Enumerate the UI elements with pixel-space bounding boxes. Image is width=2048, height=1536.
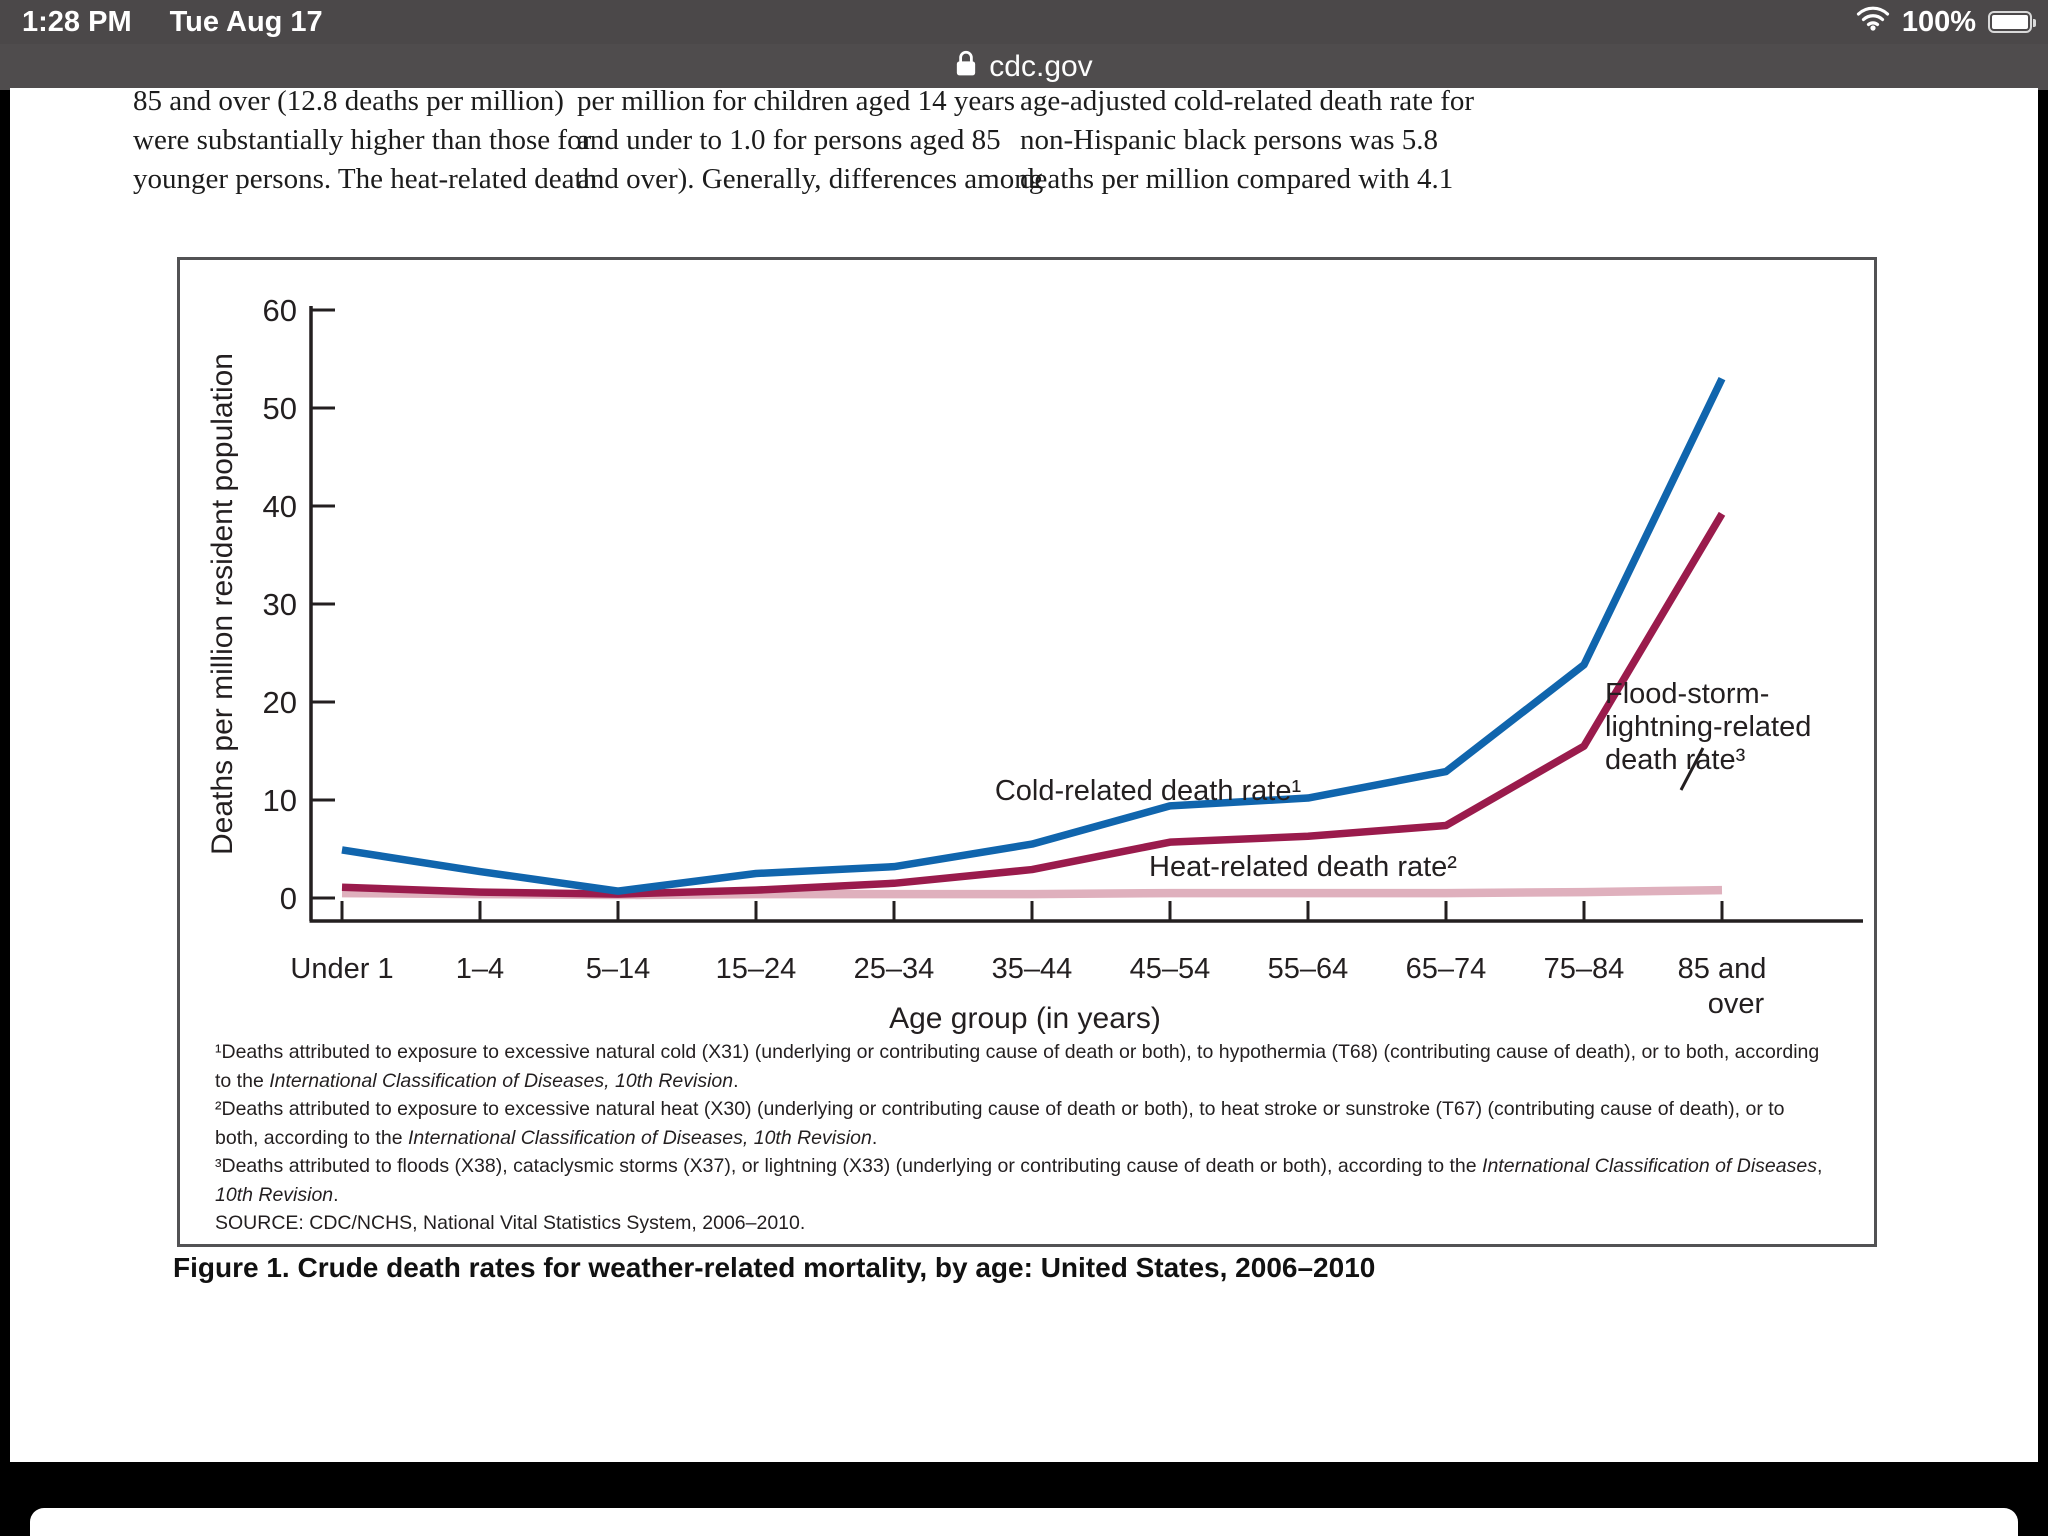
footnote-line: ¹Deaths attributed to exposure to excess… <box>215 1038 1845 1067</box>
x-tick-label: Under 1 <box>290 953 393 985</box>
footnote-italic-segment: International Classification of Diseases… <box>269 1069 734 1092</box>
wifi-icon <box>1856 5 1890 39</box>
x-tick-label: over <box>1708 988 1765 1020</box>
article-line: age-adjusted cold-related death rate for <box>1020 85 1475 117</box>
article-column-1: 85 and over (12.8 deaths per million) wer… <box>133 82 598 199</box>
footnote-italic-segment: International Classification of Diseases <box>1482 1155 1817 1177</box>
y-tick-label: 30 <box>263 587 297 622</box>
flood-series-label: death rate³ <box>1605 744 1746 776</box>
footnote-segment: ³Deaths attributed to floods (X38), cata… <box>215 1155 1483 1177</box>
x-tick-label: 85 and <box>1678 953 1767 985</box>
article-column-2: per million for children aged 14 years an… <box>577 82 1044 199</box>
next-page-edge <box>30 1508 2018 1536</box>
footnote-segment: SOURCE: CDC/NCHS, National Vital Statist… <box>215 1212 806 1234</box>
status-left: 1:28 PM Tue Aug 17 <box>0 6 323 39</box>
x-tick-label: 65–74 <box>1406 953 1487 985</box>
article-column-3: age-adjusted cold-related death rate for… <box>1020 82 1475 199</box>
article-line: and over). Generally, differences among <box>577 163 1044 195</box>
footnote-line: to the International Classification of D… <box>215 1067 1845 1096</box>
status-right: 100% <box>1856 5 2048 39</box>
footnote-segment: ¹Deaths attributed to exposure to excess… <box>215 1041 1820 1063</box>
article-line: per million for children aged 14 years <box>577 85 1016 117</box>
footnote-segment: . <box>333 1183 339 1206</box>
flood-series-label: Flood-storm- <box>1605 678 1769 710</box>
battery-icon <box>1988 11 2036 33</box>
cold-series-label: Cold-related death rate¹ <box>995 775 1302 807</box>
date: Tue Aug 17 <box>169 5 323 38</box>
article-line: and under to 1.0 for persons aged 85 <box>577 124 1001 156</box>
battery-percent: 100% <box>1901 5 1976 38</box>
y-tick-label: 60 <box>263 293 297 328</box>
article-line: non-Hispanic black persons was 5.8 <box>1020 124 1438 156</box>
x-tick-label: 1–4 <box>456 953 504 985</box>
flood-leader-line <box>1679 747 1705 791</box>
x-tick-label: 15–24 <box>716 953 797 985</box>
footnote-italic-segment: International Classification of Diseases… <box>407 1126 872 1149</box>
address-bar[interactable]: cdc.gov <box>955 49 1093 85</box>
y-tick-label: 50 <box>263 391 297 426</box>
figure-footnotes: ¹Deaths attributed to exposure to excess… <box>215 1038 1845 1238</box>
footnote-line: SOURCE: CDC/NCHS, National Vital Statist… <box>215 1209 1845 1238</box>
address-text: cdc.gov <box>989 50 1093 83</box>
article-line: deaths per million compared with 4.1 <box>1020 163 1454 195</box>
footnote-segment: . <box>871 1126 878 1149</box>
footnote-segment: , <box>1816 1155 1823 1177</box>
x-tick-label: 5–14 <box>586 953 651 985</box>
browser-toolbar: cdc.gov <box>0 44 2048 90</box>
footnote-segment: to the <box>215 1069 270 1092</box>
cold-line <box>341 376 1726 895</box>
footnote-line: both, according to the International Cla… <box>215 1124 1845 1153</box>
status-bar: 1:28 PM Tue Aug 17 100% <box>0 0 2048 44</box>
footnote-italic-segment: 10th Revision <box>215 1183 334 1206</box>
footnote-line: ²Deaths attributed to exposure to excess… <box>215 1095 1845 1124</box>
article-line: 85 and over (12.8 deaths per million) <box>133 85 564 117</box>
heat-line <box>341 511 1726 898</box>
footnote-segment: . <box>733 1069 739 1092</box>
pdf-page: 85 and over (12.8 deaths per million) wer… <box>10 85 2038 1462</box>
footnote-segment: ²Deaths attributed to exposure to excess… <box>215 1098 1785 1120</box>
y-tick-label: 10 <box>263 783 297 818</box>
x-tick-label: 45–54 <box>1130 953 1211 985</box>
lock-icon <box>955 49 977 85</box>
footnote-line: ³Deaths attributed to floods (X38), cata… <box>215 1152 1845 1181</box>
figure-box: 0 10 20 30 40 50 60 Under 1 1–4 5–14 15–24 25–34 35–… <box>177 257 1877 1247</box>
clock: 1:28 PM <box>22 5 132 38</box>
article-line: younger persons. The heat-related death <box>133 163 598 195</box>
footnote-segment: both, according to the <box>215 1126 408 1149</box>
flood-series-label: lightning-related <box>1605 711 1811 743</box>
y-tick-label: 20 <box>263 685 297 720</box>
y-tick-label: 0 <box>280 881 297 916</box>
y-tick-label: 40 <box>263 489 297 524</box>
x-tick-label: 75–84 <box>1544 953 1625 985</box>
article-line: were substantially higher than those for <box>133 124 592 156</box>
y-axis-title: Deaths per million resident population <box>206 353 239 855</box>
x-tick-label: 25–34 <box>854 953 935 985</box>
x-tick-label: 35–44 <box>992 953 1073 985</box>
heat-series-label: Heat-related death rate² <box>1149 851 1457 883</box>
x-tick-label: 55–64 <box>1268 953 1349 985</box>
x-axis-title: Age group (in years) <box>889 1002 1161 1035</box>
footnote-line: 10th Revision. <box>215 1181 1845 1210</box>
mortality-chart: 0 10 20 30 40 50 60 Under 1 1–4 5–14 15–24 25–34 35–… <box>206 293 1863 1035</box>
figure-caption: Figure 1. Crude death rates for weather-… <box>173 1252 1376 1283</box>
